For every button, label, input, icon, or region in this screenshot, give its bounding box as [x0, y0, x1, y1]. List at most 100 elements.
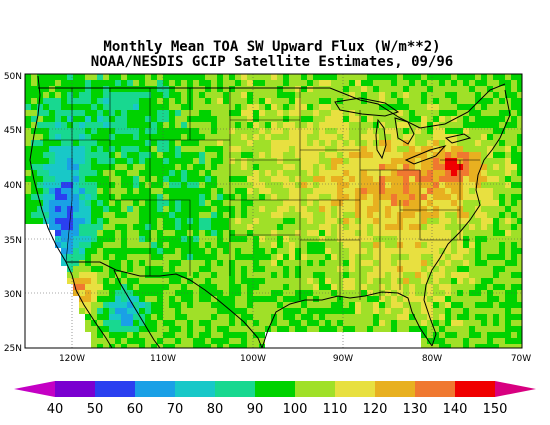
flux-cell	[265, 206, 271, 212]
flux-cell	[133, 104, 139, 110]
flux-cell	[247, 338, 253, 344]
flux-cell	[235, 86, 241, 92]
flux-cell	[271, 272, 277, 278]
flux-cell	[85, 74, 91, 80]
flux-cell	[307, 284, 313, 290]
flux-cell	[385, 176, 391, 182]
flux-cell	[331, 224, 337, 230]
flux-cell	[355, 98, 361, 104]
flux-cell	[397, 122, 403, 128]
flux-cell	[313, 116, 319, 122]
flux-cell	[253, 164, 259, 170]
flux-cell	[235, 332, 241, 338]
flux-cell	[97, 344, 103, 348]
flux-cell	[487, 140, 493, 146]
flux-cell	[253, 272, 259, 278]
flux-cell	[175, 170, 181, 176]
flux-cell	[205, 320, 211, 326]
flux-cell	[67, 86, 73, 92]
flux-cell	[289, 314, 295, 320]
flux-cell	[349, 218, 355, 224]
flux-cell	[487, 248, 493, 254]
flux-cell	[253, 218, 259, 224]
flux-cell	[145, 326, 151, 332]
flux-cell	[373, 308, 379, 314]
flux-cell	[151, 188, 157, 194]
flux-cell	[241, 110, 247, 116]
flux-cell	[127, 116, 133, 122]
flux-cell	[199, 146, 205, 152]
flux-cell	[391, 98, 397, 104]
flux-cell	[217, 332, 223, 338]
flux-cell	[205, 128, 211, 134]
flux-cell	[283, 128, 289, 134]
flux-cell	[229, 338, 235, 344]
flux-cell	[295, 320, 301, 326]
flux-cell	[217, 320, 223, 326]
flux-cell	[517, 302, 522, 308]
flux-cell	[487, 74, 493, 80]
flux-cell	[79, 98, 85, 104]
flux-cell	[373, 320, 379, 326]
flux-cell	[163, 218, 169, 224]
flux-cell	[259, 314, 265, 320]
flux-cell	[505, 278, 511, 284]
flux-cell	[109, 224, 115, 230]
flux-cell	[451, 224, 457, 230]
flux-cell	[457, 116, 463, 122]
flux-cell	[367, 242, 373, 248]
flux-cell	[469, 170, 475, 176]
flux-cell	[403, 308, 409, 314]
flux-cell	[265, 122, 271, 128]
flux-cell	[223, 242, 229, 248]
flux-cell	[163, 86, 169, 92]
flux-cell	[175, 194, 181, 200]
flux-cell	[433, 344, 439, 348]
flux-cell	[187, 80, 193, 86]
flux-cell	[193, 206, 199, 212]
flux-cell	[361, 86, 367, 92]
flux-cell	[295, 218, 301, 224]
flux-cell	[169, 104, 175, 110]
flux-cell	[451, 344, 457, 348]
flux-cell	[517, 218, 522, 224]
flux-cell	[283, 224, 289, 230]
flux-cell	[205, 338, 211, 344]
flux-cell	[175, 224, 181, 230]
colorbar-label: 120	[363, 402, 388, 417]
flux-cell	[511, 194, 517, 200]
flux-cell	[517, 332, 522, 338]
flux-cell	[355, 158, 361, 164]
flux-cell	[151, 302, 157, 308]
flux-cell	[67, 194, 73, 200]
flux-cell	[391, 80, 397, 86]
flux-cell	[175, 140, 181, 146]
flux-cell	[85, 302, 91, 308]
flux-cell	[145, 140, 151, 146]
flux-cell	[97, 296, 103, 302]
flux-cell	[139, 326, 145, 332]
flux-cell	[241, 338, 247, 344]
y-tick-label: 25N	[4, 344, 22, 354]
flux-cell	[259, 200, 265, 206]
flux-cell	[283, 110, 289, 116]
flux-cell	[355, 164, 361, 170]
flux-cell	[259, 176, 265, 182]
flux-cell	[31, 182, 37, 188]
flux-cell	[481, 230, 487, 236]
flux-cell	[49, 170, 55, 176]
flux-cell	[463, 98, 469, 104]
flux-cell	[97, 170, 103, 176]
flux-cell	[421, 302, 427, 308]
flux-cell	[115, 134, 121, 140]
flux-cell	[397, 152, 403, 158]
flux-cell	[91, 176, 97, 182]
flux-cell	[211, 164, 217, 170]
flux-cell	[433, 170, 439, 176]
flux-cell	[61, 80, 67, 86]
flux-cell	[319, 176, 325, 182]
flux-cell	[301, 128, 307, 134]
flux-cell	[181, 266, 187, 272]
flux-cell	[403, 206, 409, 212]
flux-cell	[205, 158, 211, 164]
